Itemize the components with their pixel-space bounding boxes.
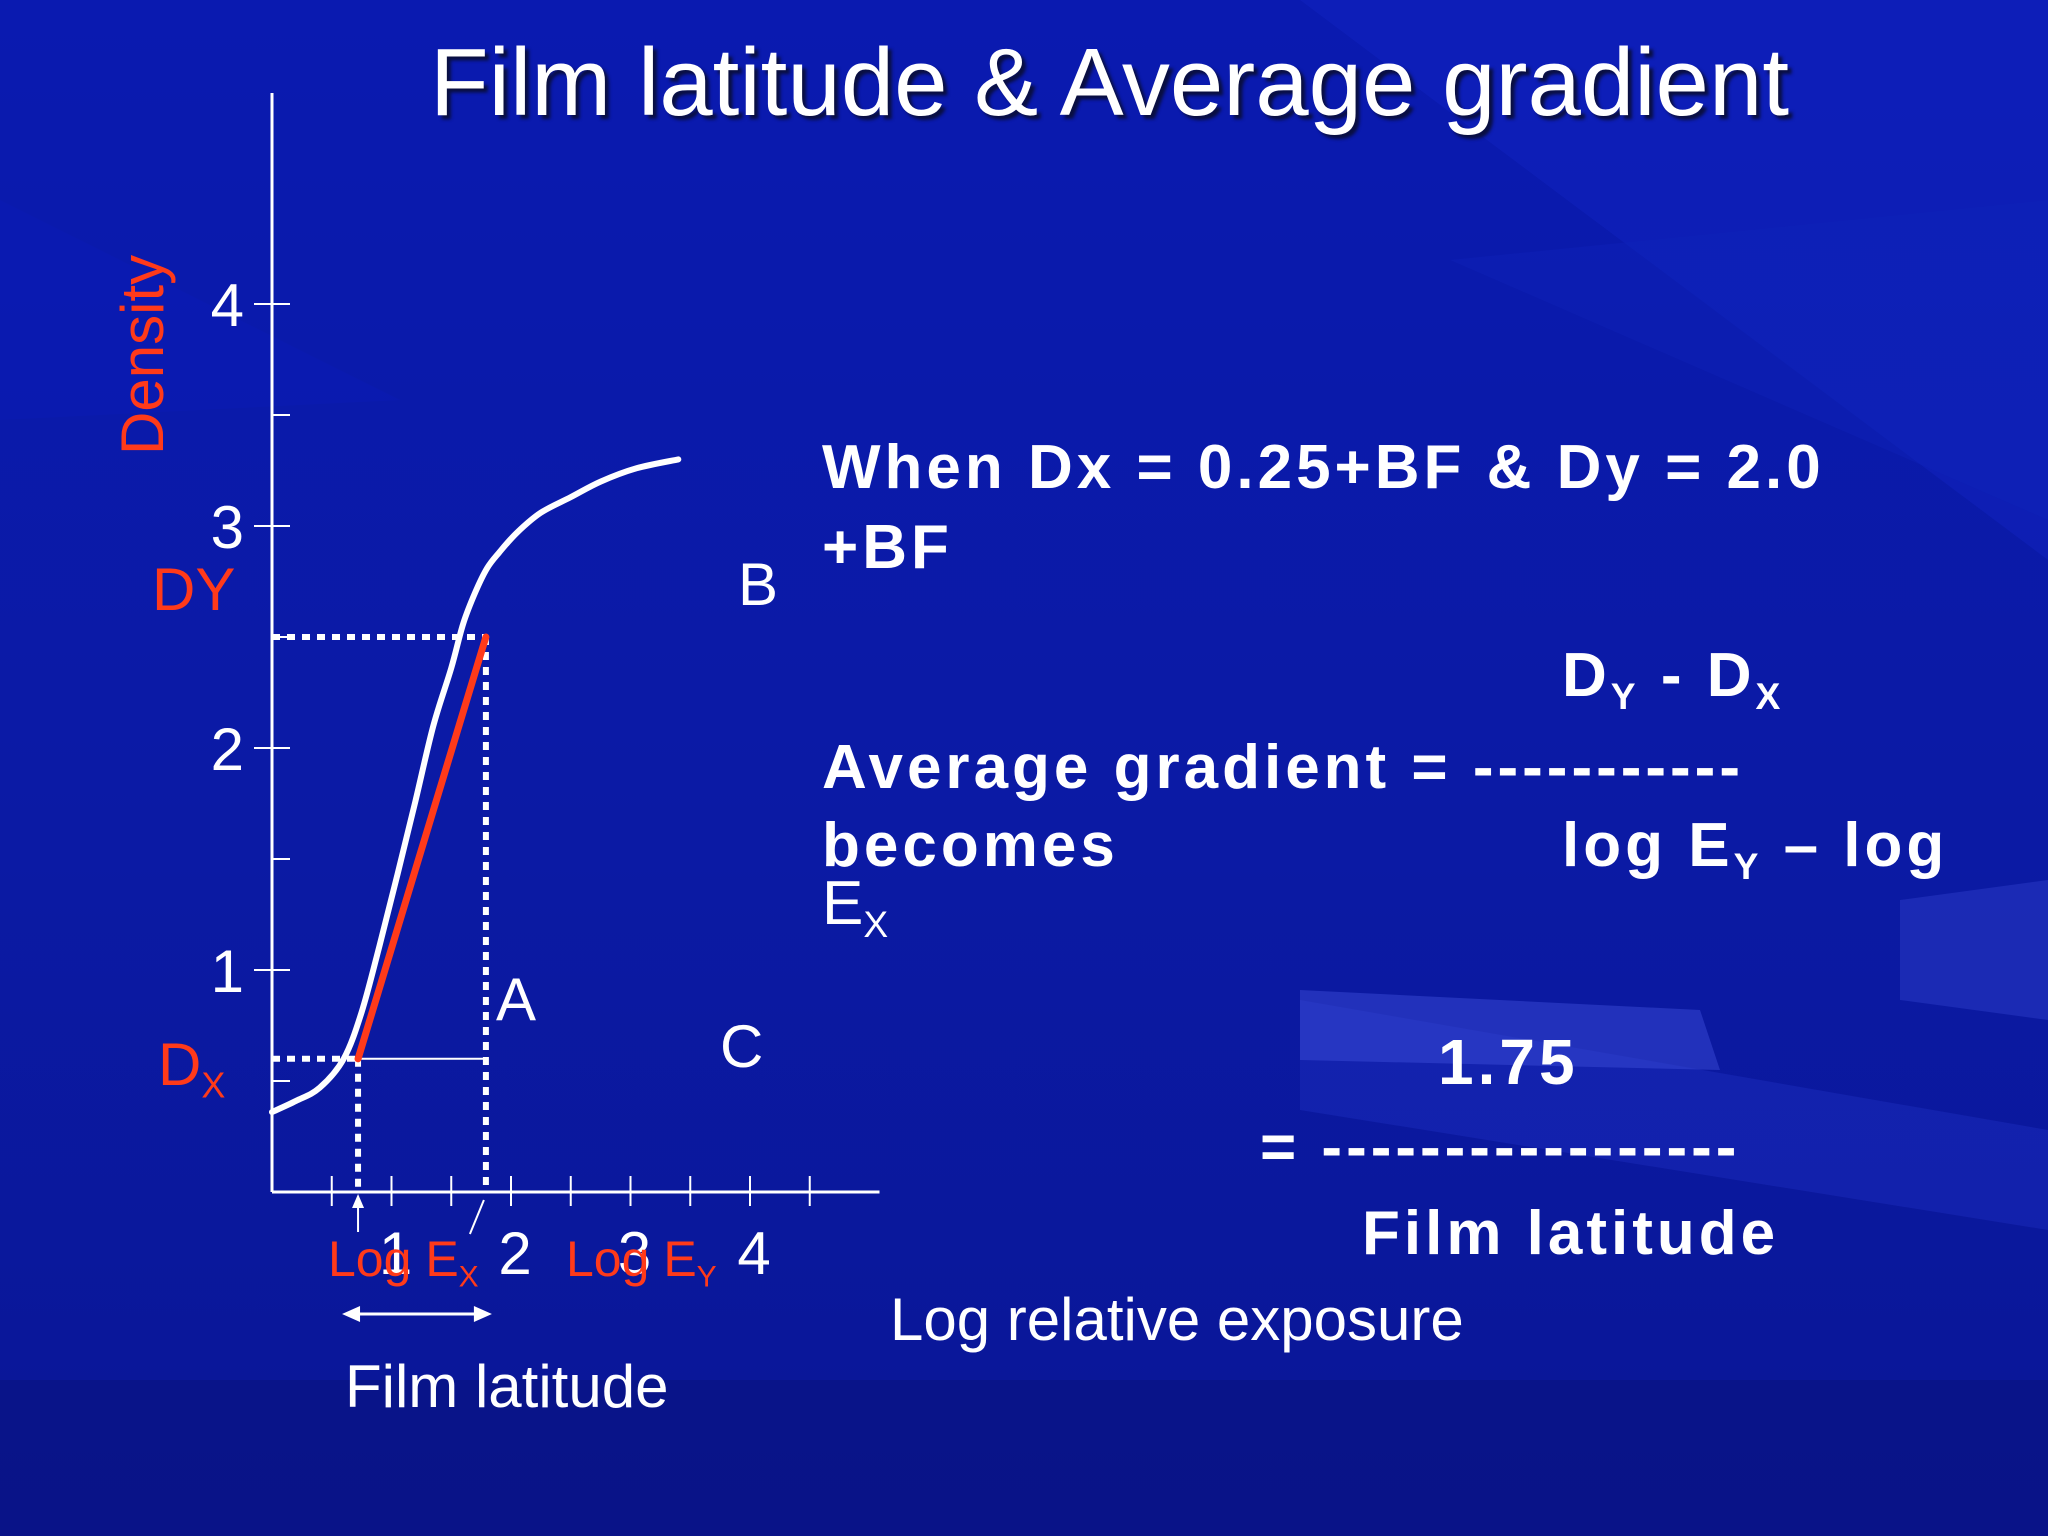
x-tick-label: 2	[498, 1220, 531, 1287]
average-gradient-label: Average gradient = -----------	[822, 733, 1744, 802]
formula-numerator: DY - DX	[1562, 641, 1785, 718]
log-ey-pointer	[468, 1199, 485, 1235]
film-latitude-arrow-right	[473, 1306, 492, 1322]
film-latitude-label: Film latitude	[345, 1353, 669, 1420]
y-tick-label: 4	[211, 272, 244, 339]
x-tick-label: 1	[379, 1220, 412, 1287]
log-ey-label: Log EY	[566, 1231, 717, 1294]
condition-line-1: When Dx = 0.25+BF & Dy = 2.0	[822, 433, 1825, 502]
dy-label: DY	[152, 556, 236, 623]
condition-line-2: +BF	[822, 513, 953, 582]
dx-label: DX	[158, 1031, 226, 1106]
average-gradient-line	[354, 633, 490, 1063]
y-tick-label: 3	[211, 494, 244, 561]
characteristic-curve	[269, 456, 682, 1116]
x-tick-label: 4	[737, 1220, 770, 1287]
becomes-text: becomes	[822, 811, 1119, 880]
x-tick-label: 3	[618, 1220, 651, 1287]
y-axis-label: Density	[109, 254, 176, 455]
x-axis-label: Log relative exposure	[890, 1286, 1464, 1353]
film-latitude-arrow-left	[342, 1306, 361, 1322]
point-c-label: C	[720, 1013, 764, 1080]
gradient-value: 1.75	[1438, 1026, 1579, 1098]
y-tick-label: 1	[211, 938, 244, 1005]
formula-denominator-ex: EX	[822, 869, 889, 946]
page-title: Film latitude & Average gradient	[430, 29, 1789, 136]
log-ex-pointer-head	[352, 1194, 365, 1208]
log-ex-label: Log EX	[328, 1231, 479, 1294]
y-tick-label: 2	[211, 716, 244, 783]
equals-line: = -----------------	[1260, 1113, 1741, 1182]
point-b-label: B	[738, 551, 779, 618]
point-a-label: A	[496, 966, 537, 1033]
formula-denominator: log EY – log	[1562, 811, 1949, 888]
film-latitude-denominator: Film latitude	[1362, 1199, 1780, 1268]
